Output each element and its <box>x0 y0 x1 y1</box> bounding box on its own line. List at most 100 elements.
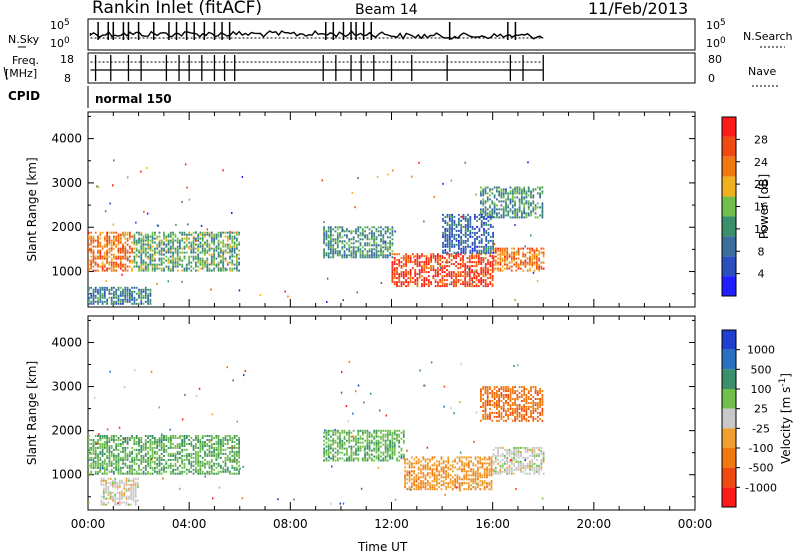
power-cell <box>509 190 512 193</box>
velocity-cell <box>375 451 378 454</box>
velocity-cell <box>210 466 213 469</box>
power-cell <box>475 283 478 286</box>
power-cell <box>498 190 500 193</box>
power-cell <box>215 235 218 238</box>
velocity-cell <box>92 439 95 441</box>
power-cell <box>491 277 494 280</box>
power-cell <box>402 263 405 266</box>
velocity-cell <box>510 468 513 471</box>
velocity-cell <box>404 470 406 473</box>
power-cell <box>434 255 437 258</box>
velocity-cell <box>97 470 99 473</box>
velocity-cell <box>327 459 330 462</box>
power-cell <box>138 255 140 258</box>
power-cell <box>208 247 211 250</box>
velocity-cell <box>472 474 475 477</box>
power-cell <box>352 254 355 257</box>
velocity-cell <box>501 458 504 461</box>
power-cell <box>500 192 503 195</box>
power-cell <box>532 194 535 197</box>
power-cell <box>464 283 467 286</box>
velocity-cell <box>222 441 225 443</box>
power-cell <box>485 249 488 252</box>
power-cell <box>521 210 523 213</box>
velocity-cell <box>506 460 509 463</box>
power-cell <box>391 267 394 270</box>
power-cell <box>113 247 115 250</box>
power-cell <box>434 281 437 284</box>
power-cell <box>88 292 90 295</box>
velocity-cell <box>463 488 466 491</box>
velocity-cell <box>130 493 132 496</box>
power-cell <box>468 261 471 264</box>
power-cell <box>103 296 106 299</box>
velocity-cell <box>402 441 405 444</box>
power-cell <box>532 200 535 203</box>
power-cell <box>393 253 396 256</box>
power-cell <box>133 239 136 242</box>
power-cell <box>516 208 519 211</box>
velocity-cell <box>116 481 119 484</box>
power-scatter-point <box>145 239 147 242</box>
power-cell <box>474 231 476 234</box>
velocity-cell <box>454 478 456 481</box>
velocity-cell <box>323 439 325 442</box>
power-cell <box>469 223 472 226</box>
velocity-cell <box>513 472 515 475</box>
velocity-cell <box>458 482 461 485</box>
velocity-cell <box>454 486 456 489</box>
velocity-cell <box>229 460 231 463</box>
velocity-cell <box>479 456 482 459</box>
power-cell <box>346 230 348 233</box>
velocity-cell <box>103 441 106 443</box>
power-cell <box>494 255 497 258</box>
velocity-cell <box>510 472 513 475</box>
velocity-cell <box>477 478 479 481</box>
power-cell <box>373 238 376 241</box>
power-cell <box>414 283 417 286</box>
power-cell <box>389 244 391 247</box>
velocity-cell <box>393 445 396 448</box>
velocity-cell <box>506 466 509 469</box>
velocity-cell <box>121 497 123 500</box>
power-cell <box>176 263 179 266</box>
power-cell <box>492 255 495 258</box>
velocity-cell <box>131 470 133 473</box>
power-cell <box>119 241 122 244</box>
power-cell <box>480 245 483 248</box>
velocity-cell <box>508 466 511 469</box>
power-cell <box>529 251 531 254</box>
velocity-cell <box>393 447 396 450</box>
velocity-cell <box>220 464 222 467</box>
power-cell <box>442 233 444 236</box>
power-cell <box>238 231 240 234</box>
velocity-cell <box>382 443 385 446</box>
velocity-cell <box>125 477 128 480</box>
power-cell <box>480 283 483 286</box>
power-cell <box>336 254 339 257</box>
velocity-cell <box>472 464 475 467</box>
power-cell <box>458 233 460 236</box>
velocity-cell <box>130 483 132 486</box>
velocity-cell <box>456 480 459 483</box>
power-cell <box>183 269 186 272</box>
power-cell <box>460 231 463 234</box>
power-cell <box>402 283 405 286</box>
power-cell <box>483 229 485 232</box>
velocity-cell <box>323 453 325 456</box>
velocity-cell <box>470 484 472 487</box>
power-cell <box>443 267 446 270</box>
power-cell <box>453 283 455 286</box>
velocity-cell <box>375 445 378 448</box>
velocity-cell <box>348 429 351 432</box>
velocity-cell <box>192 468 195 471</box>
velocity-cell <box>101 446 104 449</box>
velocity-cell <box>350 439 353 442</box>
power-cell <box>154 265 156 268</box>
power-cell <box>208 233 211 236</box>
power-cell <box>144 251 147 254</box>
power-cell <box>165 239 168 242</box>
power-cell <box>115 257 118 260</box>
velocity-cell <box>445 470 447 473</box>
power-cell <box>140 231 143 234</box>
